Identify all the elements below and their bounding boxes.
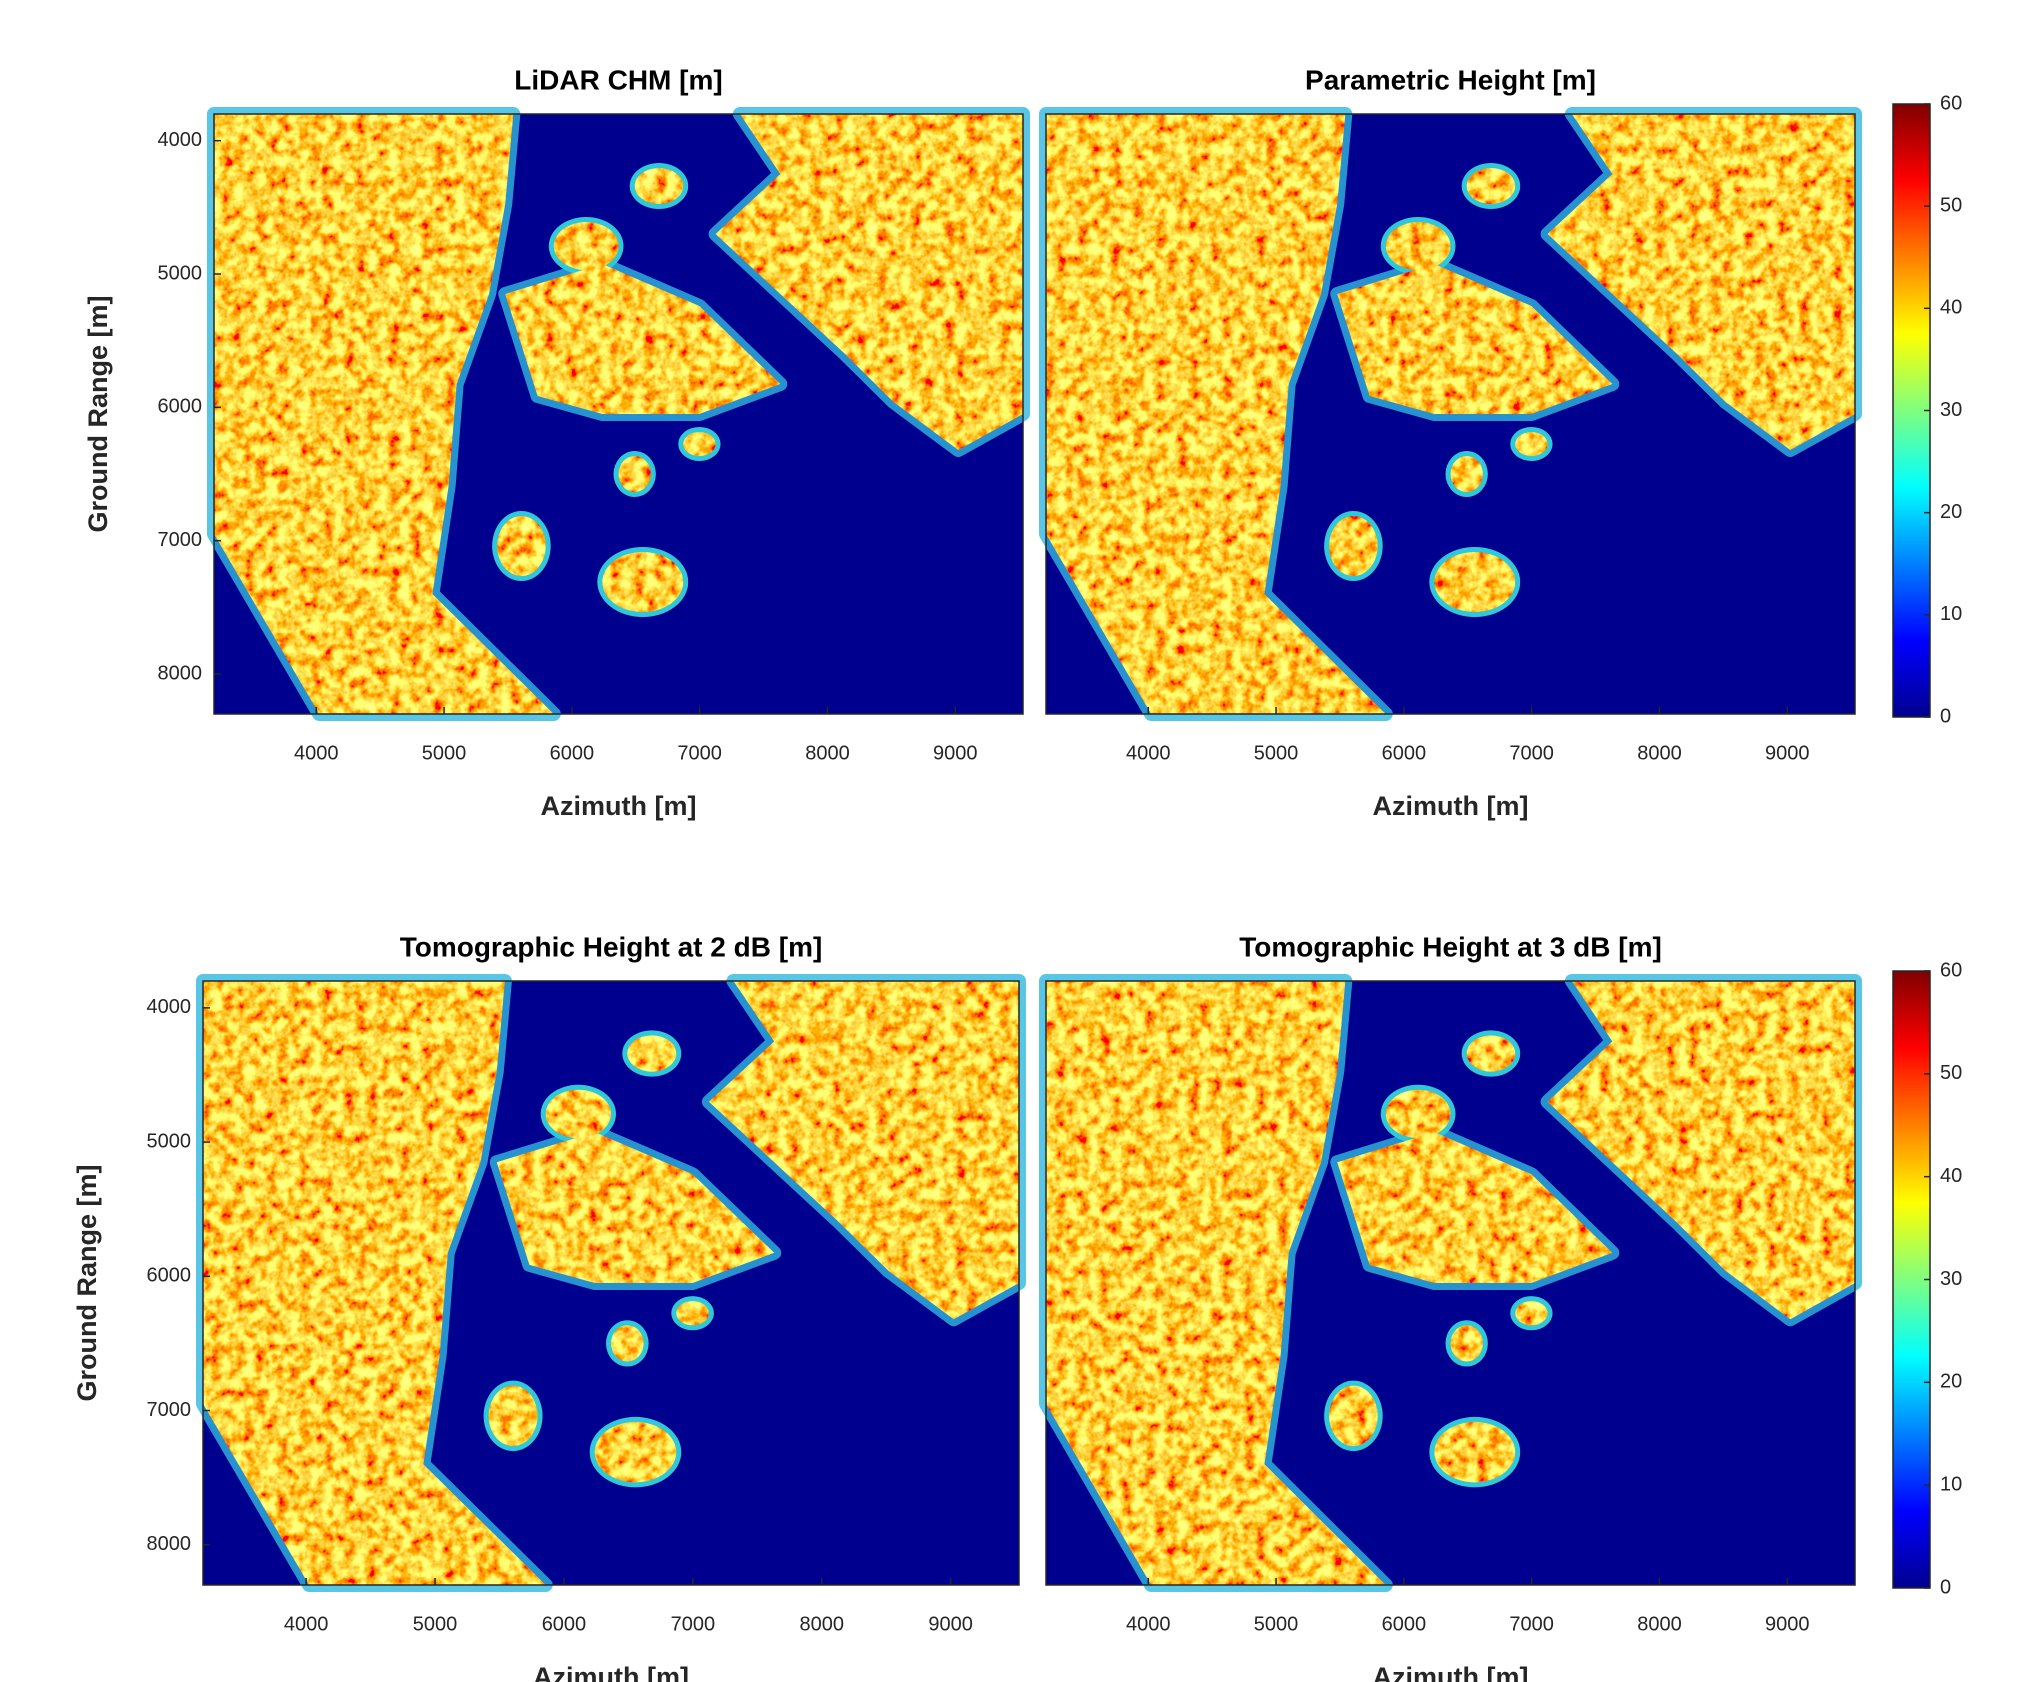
colorbar-tick-label: 20 bbox=[1940, 1371, 1962, 1393]
colorbar-tick-label: 30 bbox=[1940, 1268, 1962, 1290]
colorbar-tick-label: 50 bbox=[1940, 194, 1962, 216]
x-tick-label: 6000 bbox=[1382, 1613, 1427, 1635]
x-tick-label: 8000 bbox=[800, 1613, 845, 1635]
x-tick-label: 8000 bbox=[805, 742, 850, 764]
y-tick-label: 5000 bbox=[158, 262, 203, 284]
plot-frame bbox=[1045, 113, 1856, 715]
x-axis-label: Azimuth [m] bbox=[1373, 1662, 1529, 1682]
panel-title: Parametric Height [m] bbox=[1305, 64, 1596, 95]
canopy-edge bbox=[1330, 257, 1620, 421]
colorbar-tick-label: 60 bbox=[1940, 92, 1962, 114]
panel-title: Tomographic Height at 3 dB [m] bbox=[1239, 931, 1662, 962]
x-tick-label: 5000 bbox=[413, 1613, 458, 1635]
x-tick-label: 6000 bbox=[542, 1613, 587, 1635]
x-tick-label: 4000 bbox=[294, 742, 339, 764]
colorbar-tick-label: 10 bbox=[1940, 603, 1962, 625]
colorbar-tick-label: 50 bbox=[1940, 1062, 1962, 1084]
plot-frame bbox=[202, 980, 1020, 1586]
x-tick-label: 7000 bbox=[1509, 742, 1554, 764]
canopy-edge bbox=[489, 1125, 782, 1290]
y-tick-label: 6000 bbox=[158, 396, 203, 418]
x-axis-label: Azimuth [m] bbox=[541, 791, 697, 821]
colorbar-tick-label: 30 bbox=[1940, 399, 1962, 421]
plot-frame bbox=[1045, 980, 1856, 1586]
colorbar bbox=[1892, 103, 1931, 718]
panel: Tomographic Height at 3 dB [m] 4000 5000 60… bbox=[1039, 931, 1962, 1682]
y-tick-label: 8000 bbox=[147, 1533, 192, 1555]
y-tick-label: 7000 bbox=[147, 1399, 192, 1421]
colorbar-tick-label: 10 bbox=[1940, 1473, 1962, 1495]
y-tick-label: 4000 bbox=[147, 996, 192, 1018]
plot-frame bbox=[213, 113, 1024, 715]
x-tick-label: 8000 bbox=[1637, 1613, 1682, 1635]
x-tick-label: 4000 bbox=[284, 1613, 329, 1635]
x-tick-label: 7000 bbox=[671, 1613, 716, 1635]
y-tick-label: 7000 bbox=[158, 529, 203, 551]
colorbar-tick-label: 40 bbox=[1940, 297, 1962, 319]
x-tick-label: 9000 bbox=[1765, 1613, 1810, 1635]
colorbar-tick-label: 40 bbox=[1940, 1165, 1962, 1187]
x-tick-label: 6000 bbox=[550, 742, 595, 764]
y-tick-label: 4000 bbox=[158, 129, 203, 151]
x-axis-label: Azimuth [m] bbox=[1373, 791, 1529, 821]
y-tick-label: 6000 bbox=[147, 1265, 192, 1287]
panel-title: LiDAR CHM [m] bbox=[514, 64, 722, 95]
panel-title: Tomographic Height at 2 dB [m] bbox=[400, 931, 823, 962]
colorbar-tick-label: 0 bbox=[1940, 1576, 1951, 1598]
canopy-edge bbox=[1330, 1125, 1620, 1290]
x-tick-label: 4000 bbox=[1126, 742, 1171, 764]
y-tick-label: 5000 bbox=[147, 1130, 192, 1152]
x-tick-label: 5000 bbox=[422, 742, 467, 764]
x-tick-label: 8000 bbox=[1637, 742, 1682, 764]
x-tick-label: 4000 bbox=[1126, 1613, 1171, 1635]
panel: Parametric Height [m] 4000 5000 6000 7000 800… bbox=[1039, 64, 1962, 821]
x-tick-label: 7000 bbox=[1509, 1613, 1554, 1635]
x-tick-label: 6000 bbox=[1382, 742, 1427, 764]
colorbar bbox=[1892, 970, 1931, 1589]
x-tick-label: 9000 bbox=[933, 742, 978, 764]
x-tick-label: 5000 bbox=[1254, 1613, 1299, 1635]
panel: LiDAR CHM [m] 4000 5000 6000 7000 8000 9000 Azi… bbox=[83, 64, 1030, 821]
y-axis-label: Ground Range [m] bbox=[83, 296, 113, 533]
x-tick-label: 7000 bbox=[677, 742, 722, 764]
y-axis-label: Ground Range [m] bbox=[72, 1165, 102, 1402]
x-axis-label: Azimuth [m] bbox=[533, 1662, 689, 1682]
colorbar-tick-label: 60 bbox=[1940, 959, 1962, 981]
colorbar-tick-label: 0 bbox=[1940, 705, 1951, 727]
x-tick-label: 9000 bbox=[1765, 742, 1810, 764]
x-tick-label: 5000 bbox=[1254, 742, 1299, 764]
y-tick-label: 8000 bbox=[158, 662, 203, 684]
x-tick-label: 9000 bbox=[928, 1613, 973, 1635]
panel: Tomographic Height at 2 dB [m] 4000 5000 60… bbox=[72, 931, 1026, 1682]
colorbar-tick-label: 20 bbox=[1940, 501, 1962, 523]
